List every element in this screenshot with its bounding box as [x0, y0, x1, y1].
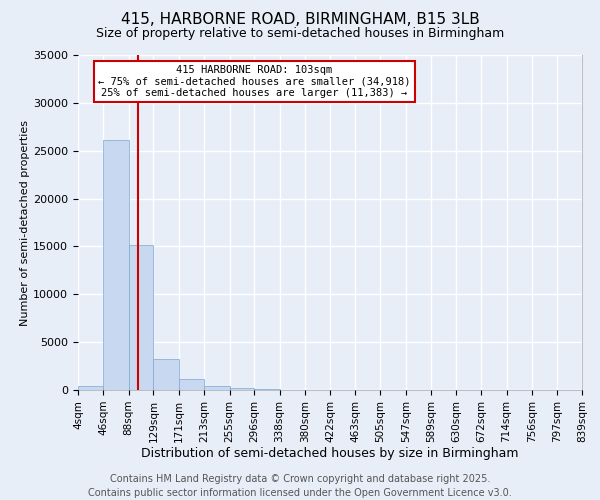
X-axis label: Distribution of semi-detached houses by size in Birmingham: Distribution of semi-detached houses by …: [141, 448, 519, 460]
Bar: [204, 386, 230, 390]
Bar: [254, 389, 280, 390]
Bar: [154, 360, 179, 390]
Bar: [78, 386, 103, 390]
Text: 415, HARBORNE ROAD, BIRMINGHAM, B15 3LB: 415, HARBORNE ROAD, BIRMINGHAM, B15 3LB: [121, 12, 479, 28]
Bar: [129, 246, 154, 390]
Bar: [230, 388, 254, 390]
Text: 415 HARBORNE ROAD: 103sqm
← 75% of semi-detached houses are smaller (34,918)
25%: 415 HARBORNE ROAD: 103sqm ← 75% of semi-…: [98, 65, 410, 98]
Text: Size of property relative to semi-detached houses in Birmingham: Size of property relative to semi-detach…: [96, 28, 504, 40]
Y-axis label: Number of semi-detached properties: Number of semi-detached properties: [20, 120, 31, 326]
Bar: [179, 378, 204, 390]
Bar: [103, 140, 129, 390]
Text: Contains HM Land Registry data © Crown copyright and database right 2025.
Contai: Contains HM Land Registry data © Crown c…: [88, 474, 512, 498]
